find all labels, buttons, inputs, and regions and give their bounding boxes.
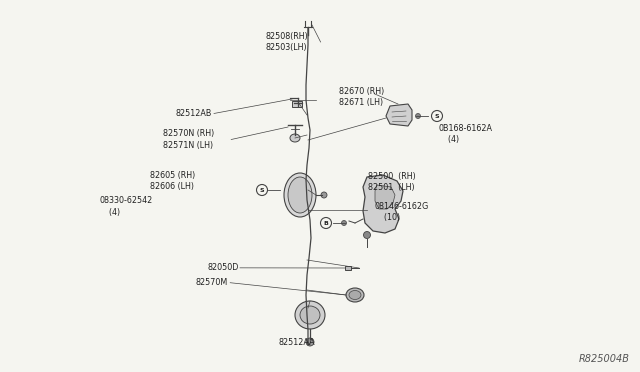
- Ellipse shape: [284, 173, 316, 217]
- Ellipse shape: [346, 288, 364, 302]
- Text: 08330-62542
    (4): 08330-62542 (4): [99, 196, 152, 217]
- Circle shape: [306, 338, 314, 346]
- Circle shape: [415, 113, 420, 119]
- Circle shape: [364, 231, 371, 238]
- Polygon shape: [386, 104, 412, 126]
- Text: S: S: [260, 187, 264, 192]
- Text: 82570N (RH)
82571N (LH): 82570N (RH) 82571N (LH): [163, 129, 214, 150]
- Ellipse shape: [295, 301, 325, 329]
- Text: 82512AA: 82512AA: [278, 338, 315, 347]
- Text: 82670 (RH)
82671 (LH): 82670 (RH) 82671 (LH): [339, 87, 385, 107]
- Ellipse shape: [290, 134, 300, 142]
- Text: R825004B: R825004B: [579, 354, 630, 364]
- Circle shape: [342, 221, 346, 225]
- Text: 82500  (RH)
82501  (LH): 82500 (RH) 82501 (LH): [368, 172, 416, 192]
- Polygon shape: [363, 175, 403, 233]
- Text: 82605 (RH)
82606 (LH): 82605 (RH) 82606 (LH): [150, 171, 196, 191]
- Text: 82508(RH)
82503(LH): 82508(RH) 82503(LH): [266, 32, 308, 52]
- Text: 08146-6162G
    (10): 08146-6162G (10): [374, 202, 429, 222]
- Ellipse shape: [288, 177, 312, 213]
- Bar: [292, 101, 302, 107]
- Text: S: S: [435, 113, 439, 119]
- Text: 82050D: 82050D: [208, 263, 239, 272]
- Text: 82570M: 82570M: [195, 278, 227, 287]
- Text: B: B: [324, 221, 328, 225]
- Ellipse shape: [349, 291, 361, 299]
- Text: 0B168-6162A
    (4): 0B168-6162A (4): [438, 124, 492, 144]
- Ellipse shape: [300, 306, 320, 324]
- Text: 82512AB: 82512AB: [176, 109, 212, 118]
- Circle shape: [321, 192, 327, 198]
- Bar: [345, 266, 351, 270]
- Polygon shape: [375, 185, 395, 209]
